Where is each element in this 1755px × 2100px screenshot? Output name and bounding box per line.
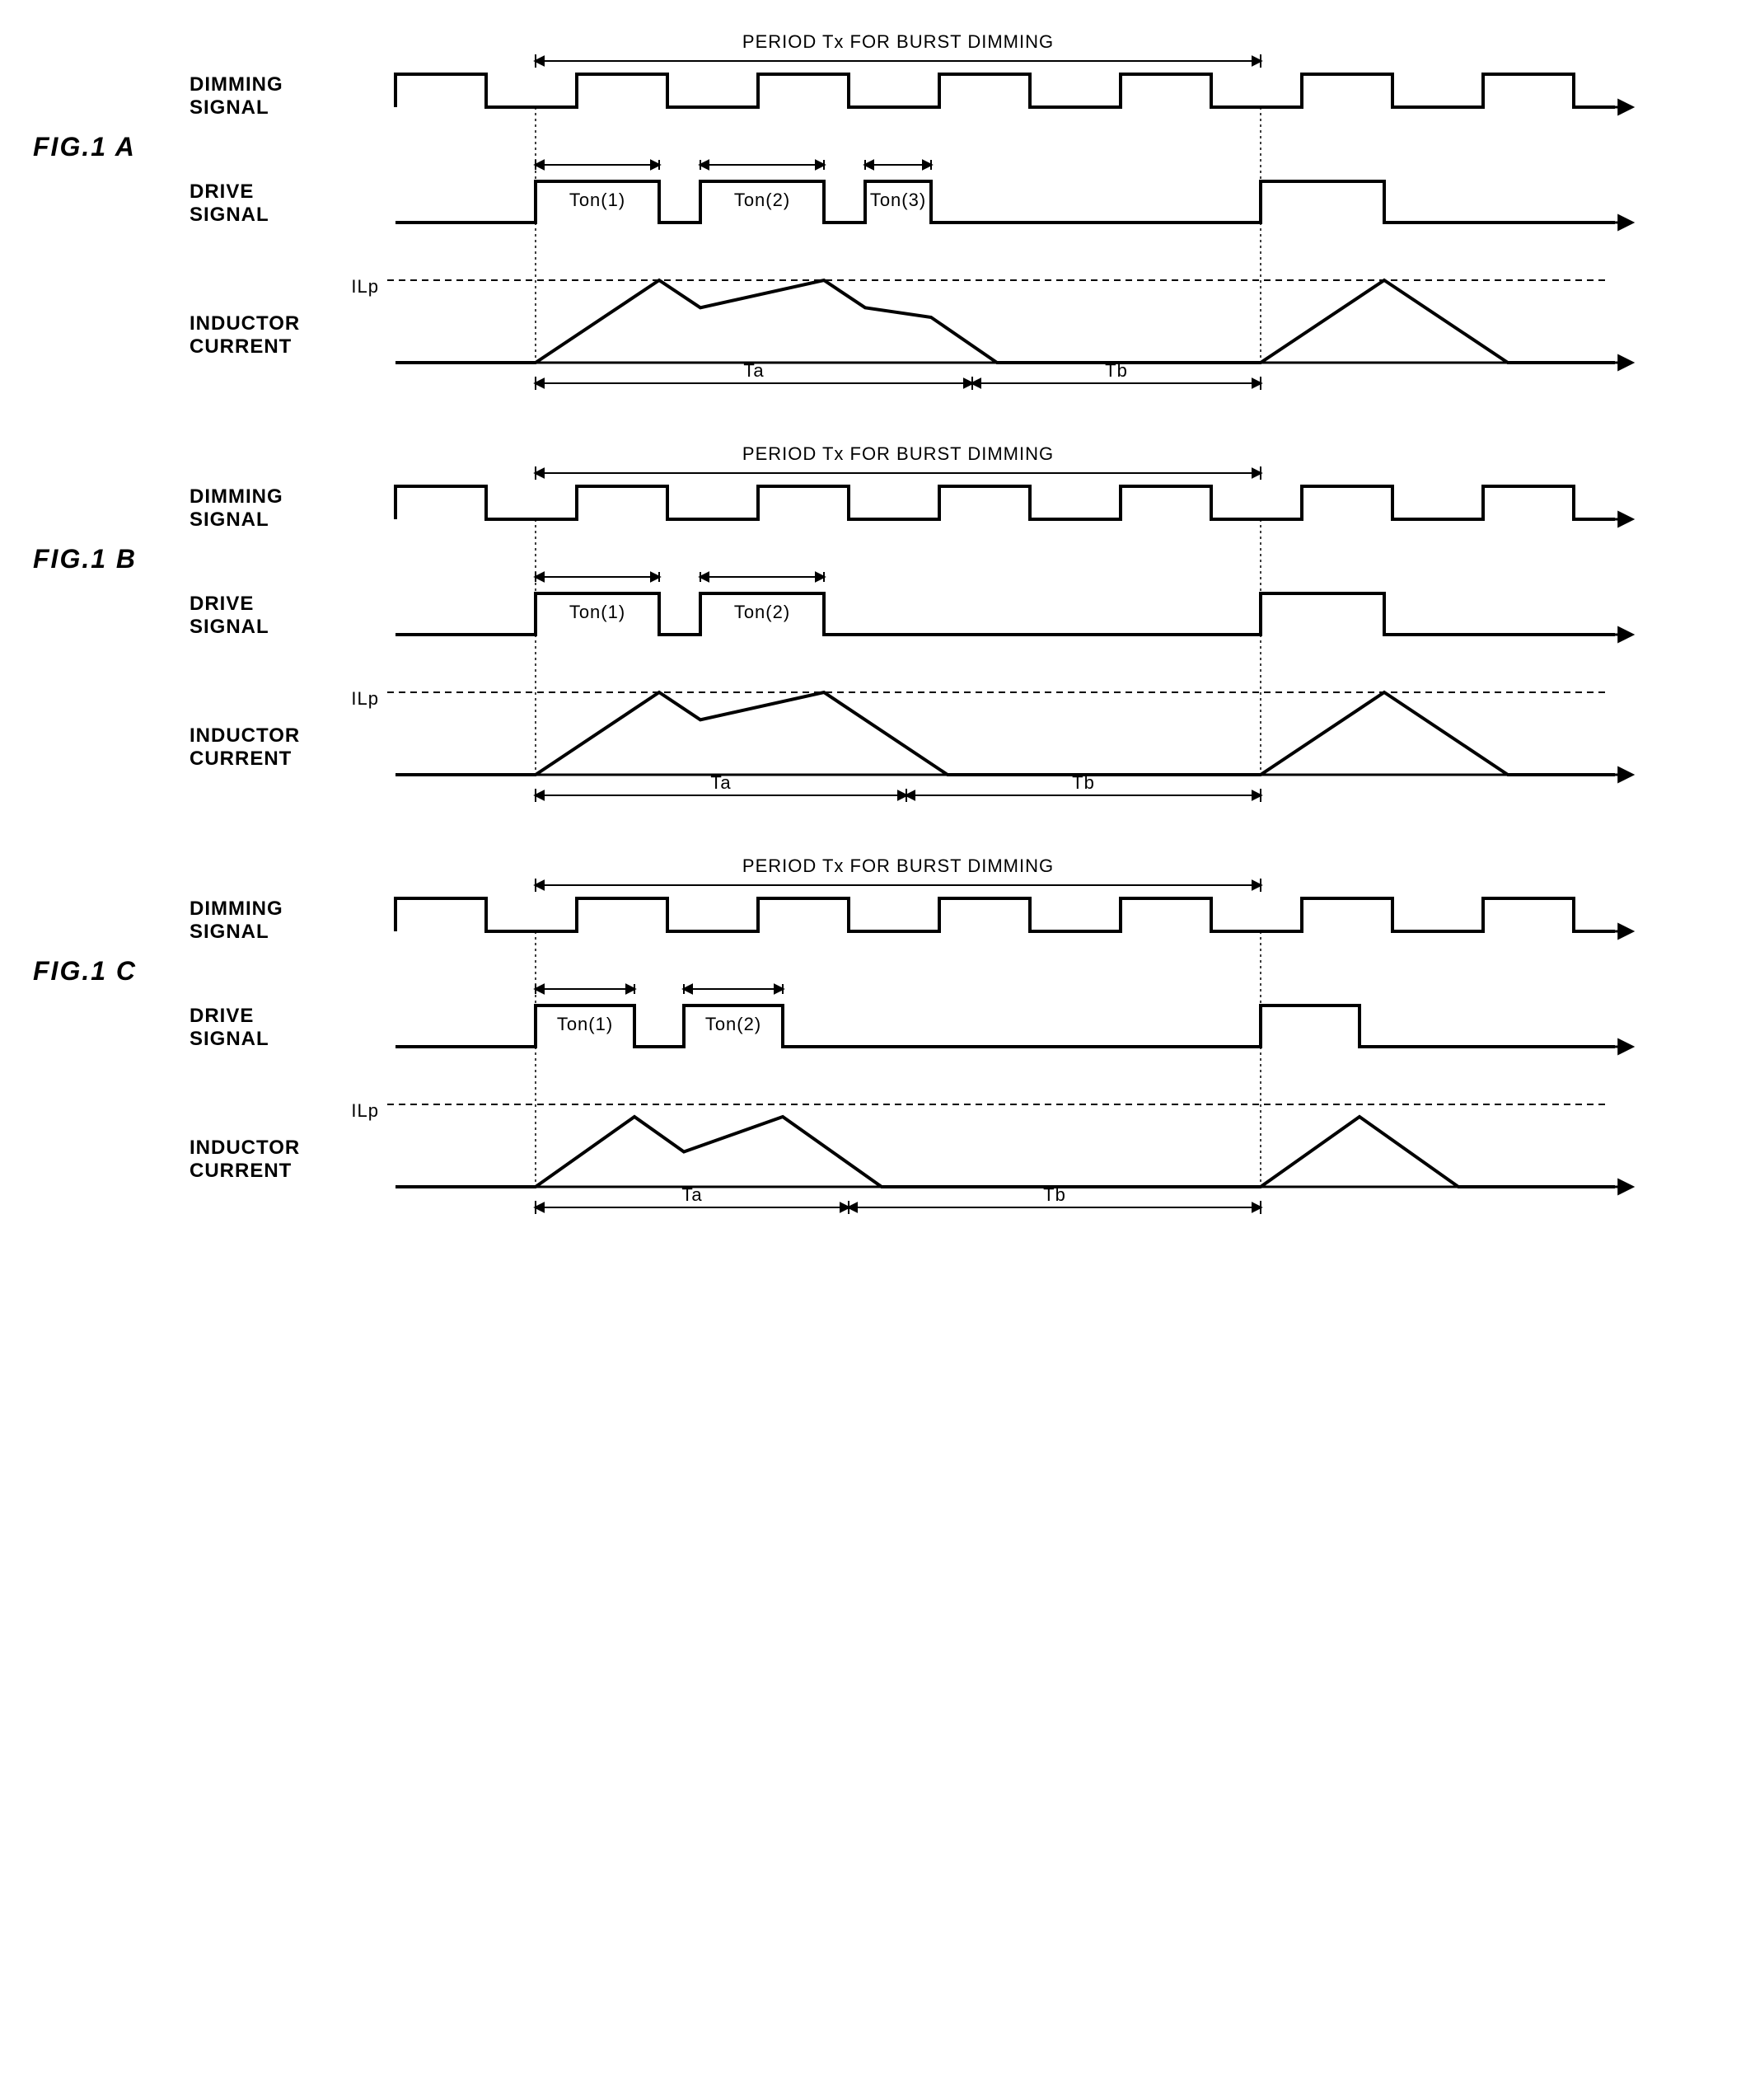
ta-label: Ta: [681, 1184, 702, 1205]
inductor-waveform: [395, 692, 1615, 775]
svg-text:INDUCTORCURRENT: INDUCTORCURRENT: [190, 1137, 300, 1182]
ton-label: Ton(3): [870, 190, 926, 210]
ta-label: Ta: [710, 772, 731, 793]
ton-label: Ton(2): [734, 190, 790, 210]
waveform-panel: DIMMINGSIGNAL DRIVESIGNAL INDUCTORCURRENT P…: [181, 857, 1664, 1220]
ton-label: Ton(2): [705, 1014, 761, 1034]
svg-text:DIMMINGSIGNAL: DIMMINGSIGNAL: [190, 898, 283, 943]
tb-label: Tb: [1072, 772, 1095, 793]
ilp-label: ILp: [351, 276, 379, 297]
svg-text:DRIVESIGNAL: DRIVESIGNAL: [190, 1005, 269, 1050]
ilp-label: ILp: [351, 1100, 379, 1121]
dimming-waveform: [395, 486, 1615, 519]
tb-label: Tb: [1043, 1184, 1066, 1205]
figure-panel-row: FIG.1 CDIMMINGSIGNAL DRIVESIGNAL INDUCTORC…: [33, 857, 1722, 1220]
figure-label: FIG.1 C: [33, 857, 181, 987]
waves-container: DIMMINGSIGNAL DRIVESIGNAL INDUCTORCURRENT P…: [181, 445, 1722, 808]
inductor-waveform: [395, 280, 1615, 363]
svg-text:INDUCTORCURRENT: INDUCTORCURRENT: [190, 724, 300, 770]
waveform-panel: DIMMINGSIGNAL DRIVESIGNAL INDUCTORCURRENT P…: [181, 33, 1664, 396]
svg-text:INDUCTORCURRENT: INDUCTORCURRENT: [190, 312, 300, 358]
figure-panel-row: FIG.1 ADIMMINGSIGNAL DRIVESIGNAL INDUCTORC…: [33, 33, 1722, 396]
svg-text:DRIVESIGNAL: DRIVESIGNAL: [190, 593, 269, 638]
ton-label: Ton(1): [557, 1014, 613, 1034]
figure-root: FIG.1 ADIMMINGSIGNALDRIVESIGNALINDUCTORC…: [33, 33, 1722, 1220]
figure-panel-row: FIG.1 BDIMMINGSIGNAL DRIVESIGNAL INDUCTORC…: [33, 445, 1722, 808]
figure-label: FIG.1 A: [33, 33, 181, 162]
waves-container: DIMMINGSIGNAL DRIVESIGNAL INDUCTORCURRENT P…: [181, 33, 1722, 396]
ton-label: Ton(2): [734, 602, 790, 622]
svg-text:DRIVESIGNAL: DRIVESIGNAL: [190, 180, 269, 226]
ton-label: Ton(1): [569, 602, 625, 622]
waves-container: DIMMINGSIGNAL DRIVESIGNAL INDUCTORCURRENT P…: [181, 857, 1722, 1220]
tb-label: Tb: [1105, 360, 1128, 381]
ilp-label: ILp: [351, 688, 379, 709]
figure-label: FIG.1 B: [33, 445, 181, 574]
ta-label: Ta: [743, 360, 764, 381]
svg-text:DIMMINGSIGNAL: DIMMINGSIGNAL: [190, 485, 283, 531]
period-label: PERIOD Tx FOR BURST DIMMING: [742, 33, 1054, 52]
waveform-panel: DIMMINGSIGNAL DRIVESIGNAL INDUCTORCURRENT P…: [181, 445, 1664, 808]
dimming-waveform: [395, 898, 1615, 931]
period-label: PERIOD Tx FOR BURST DIMMING: [742, 445, 1054, 464]
ton-label: Ton(1): [569, 190, 625, 210]
dimming-waveform: [395, 74, 1615, 107]
svg-text:DIMMINGSIGNAL: DIMMINGSIGNAL: [190, 73, 283, 119]
period-label: PERIOD Tx FOR BURST DIMMING: [742, 857, 1054, 876]
inductor-waveform: [395, 1117, 1615, 1187]
